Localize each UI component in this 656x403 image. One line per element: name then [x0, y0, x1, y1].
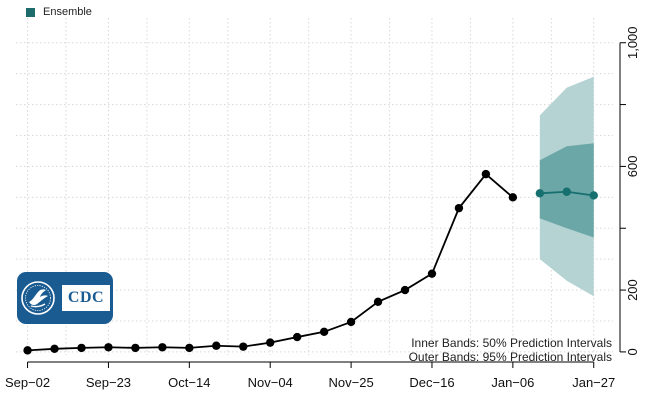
- observed-point: [266, 338, 275, 347]
- prediction-bands: [539, 76, 594, 297]
- x-tick-label: Nov−04: [248, 375, 293, 390]
- y-tick-label: 1,000: [625, 26, 640, 59]
- forecast-point: [562, 187, 571, 196]
- x-axis: Sep−02 Sep−23 Oct−14 Nov−04 Nov−25 Dec−16 Jan−…: [5, 361, 615, 390]
- observed-point: [104, 343, 113, 352]
- observed-point: [292, 332, 302, 342]
- observed-point: [131, 343, 140, 353]
- forecast-point: [589, 191, 598, 200]
- outer-bands-note: Outer Bands: 95% Prediction Intervals: [408, 350, 612, 364]
- observed-point: [212, 341, 221, 350]
- x-tick-label: Dec−16: [409, 375, 454, 390]
- observed-point: [454, 203, 464, 213]
- cdc-logo: CDC: [17, 272, 113, 324]
- observed-point: [50, 344, 59, 354]
- observed-point: [185, 343, 194, 353]
- observed-point: [319, 327, 329, 337]
- legend: Ensemble: [26, 6, 92, 18]
- cdc-wordmark: CDC: [67, 289, 105, 306]
- legend-swatch: [26, 7, 35, 17]
- y-tick-label: 600: [625, 156, 640, 178]
- series-points: [23, 169, 598, 355]
- series-lines: [27, 172, 594, 352]
- x-tick-label: Sep−02: [5, 375, 50, 390]
- observed-point: [508, 193, 518, 202]
- x-tick-label: Jan−27: [572, 375, 615, 390]
- observed-point: [23, 346, 32, 355]
- hhs-eagle-seal-icon: [21, 281, 55, 315]
- x-tick-label: Oct−14: [168, 375, 210, 390]
- observed-point: [346, 317, 356, 327]
- y-tick-label: 200: [625, 279, 640, 301]
- observed-point: [239, 342, 248, 351]
- observed-point: [158, 343, 167, 352]
- y-axis: 0 200 600 1,000: [619, 26, 640, 356]
- inner-bands-note: Inner Bands: 50% Prediction Intervals: [411, 336, 612, 350]
- observed-point: [400, 285, 410, 295]
- observed-point: [77, 343, 86, 353]
- forecast-point: [535, 189, 545, 198]
- observed-point: [481, 169, 491, 179]
- x-tick-label: Nov−25: [329, 375, 374, 390]
- x-tick-label: Jan−06: [491, 375, 534, 390]
- observed-point: [427, 269, 437, 278]
- y-tick-label: 0: [625, 348, 640, 355]
- cdc-wordmark-box: CDC: [61, 285, 111, 311]
- x-tick-label: Sep−23: [86, 375, 131, 390]
- legend-label-ensemble: Ensemble: [43, 6, 92, 18]
- observed-point: [373, 297, 383, 307]
